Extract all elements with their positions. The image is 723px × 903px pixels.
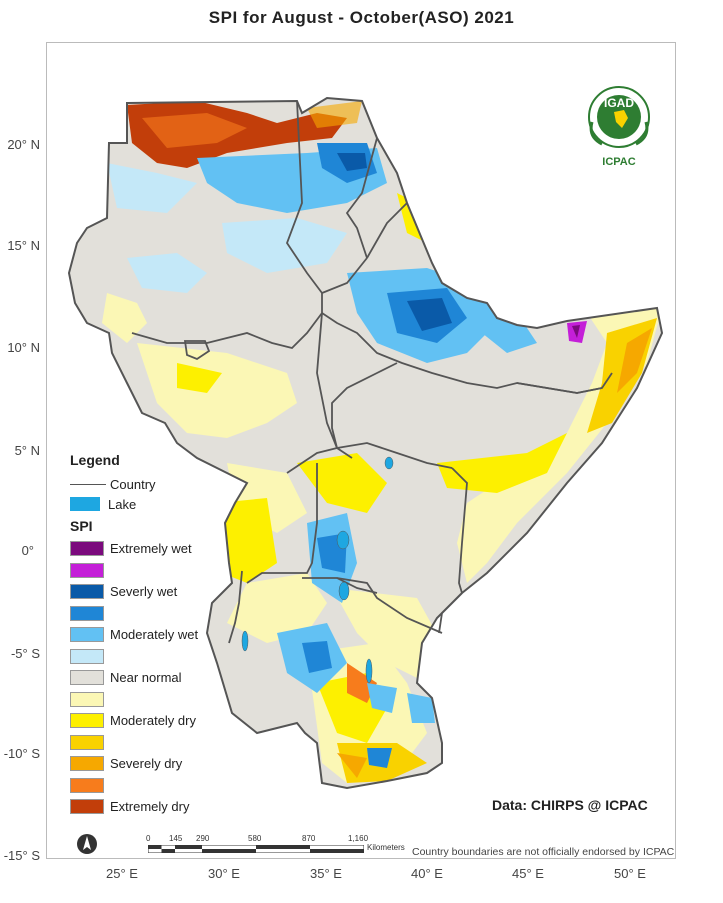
spi-color-swatch <box>70 777 104 793</box>
spi-class-list: Extremely wet Severly wet Moderately wet Ne… <box>70 538 250 818</box>
spi-class-row: Severely dry <box>70 753 250 775</box>
lon-label-40e: 40° E <box>411 866 443 881</box>
spi-color-swatch <box>70 541 104 557</box>
spi-class-label: Extremely wet <box>110 541 192 557</box>
spi-class-row: Extremely wet <box>70 538 250 560</box>
spi-color-swatch <box>70 756 104 772</box>
spi-color-swatch <box>70 562 104 578</box>
spi-color-swatch <box>70 584 104 600</box>
lat-label-10s: -10° S <box>3 746 40 761</box>
spi-class-row <box>70 689 250 711</box>
lat-label-15n: 15° N <box>7 238 40 253</box>
lat-label-20n: 20° N <box>7 137 40 152</box>
spi-class-label: Severely dry <box>110 756 183 772</box>
legend-country-row: Country <box>70 474 250 494</box>
spi-color-swatch <box>70 799 104 815</box>
spi-color-swatch <box>70 691 104 707</box>
scale-tick-870: 870 <box>302 834 316 843</box>
lake-swatch <box>70 497 100 511</box>
map-title: SPI for August - October(ASO) 2021 <box>208 8 515 27</box>
spi-class-row <box>70 603 250 625</box>
spi-class-row <box>70 775 250 797</box>
lat-label-0: 0° <box>21 543 34 558</box>
spi-color-swatch <box>70 627 104 643</box>
north-arrow-icon <box>77 834 97 854</box>
lon-label-45e: 45° E <box>512 866 544 881</box>
spi-color-swatch <box>70 734 104 750</box>
lon-label-50e: 50° E <box>614 866 646 881</box>
spi-class-label: Severly wet <box>110 584 178 600</box>
lakes <box>241 456 394 684</box>
spi-color-swatch <box>70 713 104 729</box>
spi-class-row <box>70 732 250 754</box>
scale-tick-1160: 1,160 <box>348 834 369 843</box>
legend-title: Legend <box>70 452 120 468</box>
spi-class-row: Moderately dry <box>70 710 250 732</box>
map-legend: Legend Country Lake SPI Extremely wet Sev… <box>70 452 250 818</box>
lon-label-35e: 35° E <box>310 866 342 881</box>
spi-class-label: Moderately wet <box>110 627 199 643</box>
scale-tick-290: 290 <box>196 834 210 843</box>
spi-map <box>68 97 663 789</box>
spi-class-row: Severly wet <box>70 581 250 603</box>
legend-lake-row: Lake <box>70 494 250 514</box>
lat-label-10n: 10° N <box>7 340 40 355</box>
scale-bar <box>148 845 364 853</box>
scale-tick-0: 0 <box>146 834 151 843</box>
country-line-swatch <box>70 483 106 485</box>
country-borders <box>131 100 613 644</box>
spi-legend-title: SPI <box>70 518 93 534</box>
spi-color-swatch <box>70 648 104 664</box>
igad-icpac-logo: IGAD ICPAC <box>578 82 660 172</box>
spi-class-label: Near normal <box>110 670 182 686</box>
scale-units: Kilometers <box>367 843 405 852</box>
spi-class-row <box>70 646 250 668</box>
scale-tick-580: 580 <box>248 834 262 843</box>
logo-icpac-text: ICPAC <box>602 156 636 168</box>
scale-tick-145: 145 <box>169 834 183 843</box>
spi-color-swatch <box>70 670 104 686</box>
lon-label-30e: 30° E <box>208 866 240 881</box>
spi-class-row: Moderately wet <box>70 624 250 646</box>
spi-class-row: Extremely dry <box>70 796 250 818</box>
lat-label-5n: 5° N <box>14 443 40 458</box>
logo-emblem-icon <box>588 86 650 148</box>
lat-label-15s: -15° S <box>3 848 40 863</box>
spi-color-swatch <box>70 605 104 621</box>
lon-label-25e: 25° E <box>106 866 138 881</box>
lat-label-5s: -5° S <box>10 646 40 661</box>
data-credit: Data: CHIRPS @ ICPAC <box>492 797 648 813</box>
boundary-disclaimer: Country boundaries are not officially en… <box>412 846 675 858</box>
map-frame <box>46 42 676 859</box>
spi-class-row <box>70 560 250 582</box>
spi-class-label: Extremely dry <box>110 799 190 815</box>
legend-country-label: Country <box>110 476 156 492</box>
spi-class-row: Near normal <box>70 667 250 689</box>
legend-lake-label: Lake <box>108 496 137 512</box>
logo-igad-text: IGAD <box>604 96 634 110</box>
spi-class-label: Moderately dry <box>110 713 196 729</box>
